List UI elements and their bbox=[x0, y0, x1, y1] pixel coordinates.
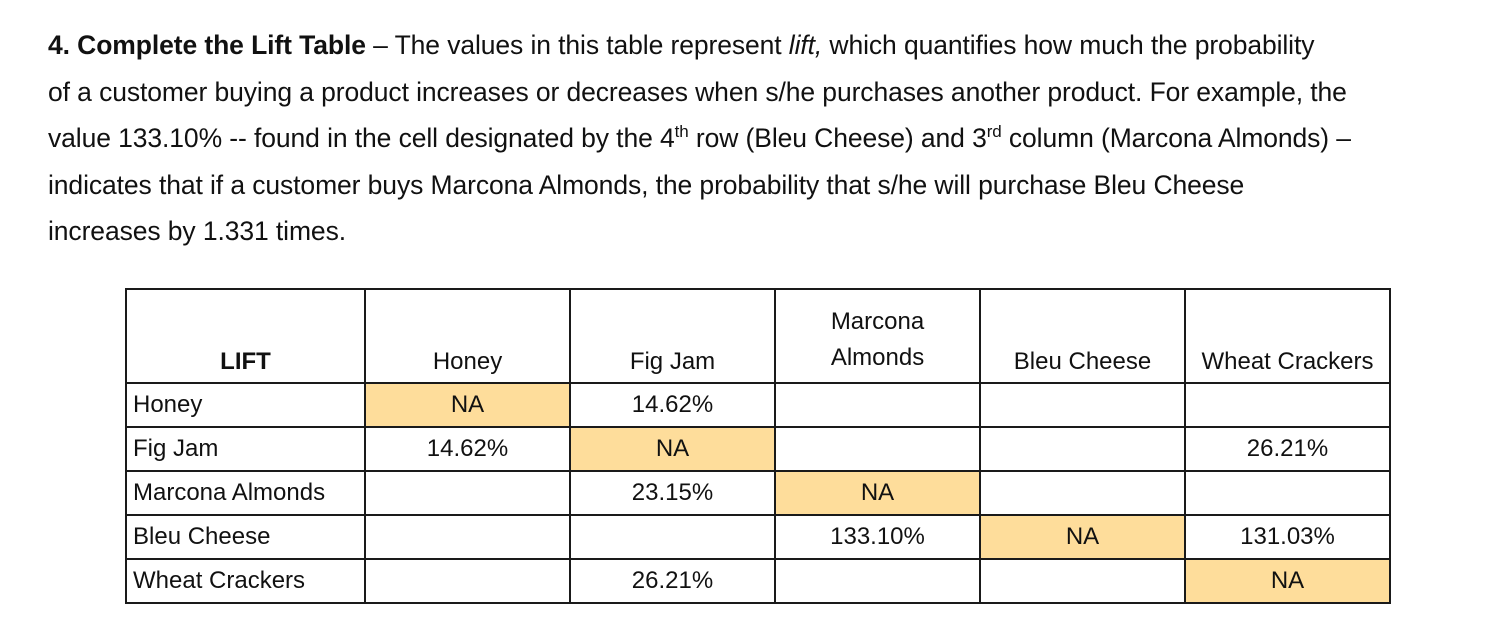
table-cell: NA bbox=[364, 382, 571, 428]
column-header: Marcona Almonds bbox=[774, 288, 981, 384]
text-run: – The values in this table represent bbox=[365, 30, 789, 60]
text-run: row (Bleu Cheese) and 3 bbox=[688, 123, 987, 153]
column-header: Honey bbox=[364, 288, 571, 384]
italic-term: lift, bbox=[788, 30, 823, 60]
row-header: Bleu Cheese bbox=[125, 514, 366, 560]
table-cell bbox=[364, 470, 571, 516]
table-cell bbox=[364, 558, 571, 604]
row-header: Wheat Crackers bbox=[125, 558, 366, 604]
table-cell: NA bbox=[774, 470, 981, 516]
table-cell: NA bbox=[979, 514, 1186, 560]
table-cell bbox=[569, 514, 776, 560]
paragraph-line-4: indicates that if a customer buys Marcon… bbox=[48, 169, 1245, 200]
text-run: value 133.10% -- found in the cell desig… bbox=[48, 123, 675, 153]
table-cell bbox=[979, 470, 1186, 516]
column-header: Bleu Cheese bbox=[979, 288, 1186, 384]
table-header-row: LIFT Honey Fig Jam Marcona Almonds Bleu … bbox=[125, 288, 1391, 384]
table-row: Fig Jam 14.62% NA 26.21% bbox=[125, 426, 1391, 472]
table-cell bbox=[364, 514, 571, 560]
column-header: Wheat Crackers bbox=[1184, 288, 1391, 384]
table-cell bbox=[979, 382, 1186, 428]
superscript: th bbox=[674, 122, 689, 141]
row-header: Fig Jam bbox=[125, 426, 366, 472]
table-cell: 14.62% bbox=[569, 382, 776, 428]
table-cell: 131.03% bbox=[1184, 514, 1391, 560]
table-cell: 23.15% bbox=[569, 470, 776, 516]
paragraph-line-2: of a customer buying a product increases… bbox=[48, 76, 1347, 107]
text-run: which quantifies how much the probabilit… bbox=[822, 30, 1315, 60]
corner-header: LIFT bbox=[125, 288, 366, 384]
table-row: Marcona Almonds 23.15% NA bbox=[125, 470, 1391, 516]
lift-table: LIFT Honey Fig Jam Marcona Almonds Bleu … bbox=[125, 288, 1391, 604]
table-cell: 133.10% bbox=[774, 514, 981, 560]
table-cell bbox=[1184, 382, 1391, 428]
table-cell bbox=[774, 558, 981, 604]
row-header: Marcona Almonds bbox=[125, 470, 366, 516]
table-cell bbox=[979, 426, 1186, 472]
column-header: Fig Jam bbox=[569, 288, 776, 384]
table-cell bbox=[774, 426, 981, 472]
paragraph-line-3: value 133.10% -- found in the cell desig… bbox=[48, 115, 1488, 162]
table-cell bbox=[1184, 470, 1391, 516]
table-row: Honey NA 14.62% bbox=[125, 382, 1391, 428]
paragraph-line-5: increases by 1.331 times. bbox=[48, 216, 346, 246]
table-cell: 26.21% bbox=[569, 558, 776, 604]
question-heading: 4. Complete the Lift Table bbox=[48, 30, 366, 60]
row-header: Honey bbox=[125, 382, 366, 428]
table-row: Wheat Crackers 26.21% NA bbox=[125, 558, 1391, 604]
paragraph-line-1: 4. Complete the Lift Table – The values … bbox=[48, 22, 1488, 69]
table-cell: NA bbox=[1184, 558, 1391, 604]
superscript: rd bbox=[986, 122, 1002, 141]
table-row: Bleu Cheese 133.10% NA 131.03% bbox=[125, 514, 1391, 560]
text-run: column (Marcona Almonds) – bbox=[1001, 123, 1351, 153]
table-cell: NA bbox=[569, 426, 776, 472]
question-paragraph: 4. Complete the Lift Table – The values … bbox=[48, 22, 1488, 255]
table-cell bbox=[979, 558, 1186, 604]
table-cell bbox=[774, 382, 981, 428]
table-cell: 26.21% bbox=[1184, 426, 1391, 472]
table-cell: 14.62% bbox=[364, 426, 571, 472]
